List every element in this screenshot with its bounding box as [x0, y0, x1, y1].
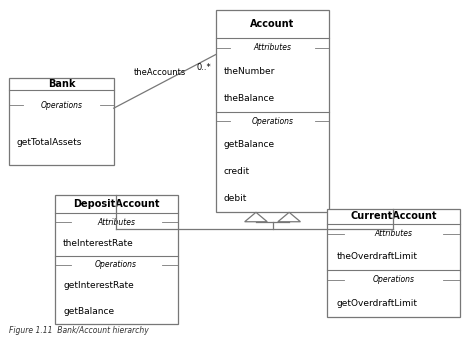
Text: 0..*: 0..* [196, 63, 211, 72]
Bar [327, 209, 460, 317]
Bar [9, 78, 114, 165]
Text: theBalance: theBalance [224, 94, 275, 103]
Bar [55, 195, 178, 324]
Text: theAccounts: theAccounts [134, 68, 186, 77]
Text: getBalance: getBalance [63, 307, 114, 315]
Text: Account: Account [250, 19, 295, 29]
Text: Attributes: Attributes [254, 43, 292, 53]
Text: theInterestRate: theInterestRate [63, 239, 134, 248]
Text: getInterestRate: getInterestRate [63, 281, 134, 290]
Text: theOverdraftLimit: theOverdraftLimit [337, 252, 417, 261]
Text: Operations: Operations [41, 101, 82, 110]
Text: Operations: Operations [252, 117, 293, 126]
Text: getBalance: getBalance [224, 140, 275, 149]
Text: credit: credit [224, 167, 250, 176]
Text: Operations: Operations [95, 260, 137, 269]
Text: Attributes: Attributes [97, 218, 135, 227]
Text: Operations: Operations [373, 275, 414, 284]
Text: theNumber: theNumber [224, 66, 275, 75]
Text: getTotalAssets: getTotalAssets [17, 139, 82, 148]
Text: Bank: Bank [48, 79, 75, 89]
Text: CurrentAccount: CurrentAccount [350, 212, 437, 221]
Text: Attributes: Attributes [374, 229, 412, 238]
Text: debit: debit [224, 194, 247, 203]
Polygon shape [278, 212, 301, 222]
Text: getOverdraftLimit: getOverdraftLimit [337, 299, 417, 308]
Polygon shape [245, 212, 267, 222]
Text: DepositAccount: DepositAccount [73, 200, 159, 209]
Bar [216, 10, 329, 212]
Text: Figure 1.11  Bank/Account hierarchy: Figure 1.11 Bank/Account hierarchy [9, 326, 149, 335]
